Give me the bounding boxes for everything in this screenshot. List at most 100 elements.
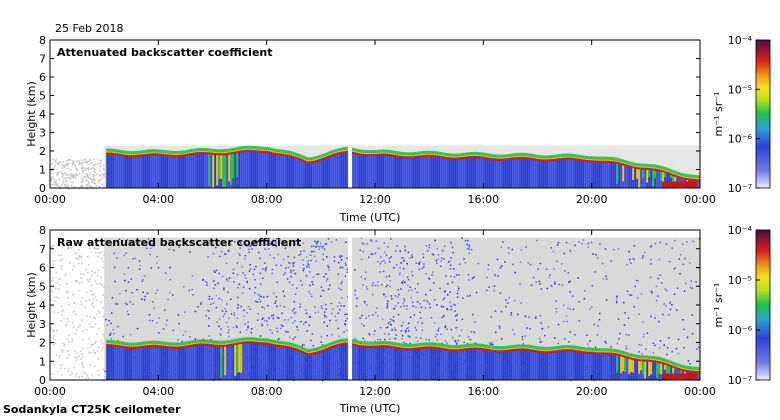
layer-column <box>510 156 513 188</box>
grey-speck <box>56 282 59 284</box>
noise-speck <box>206 284 208 286</box>
layer-red <box>630 165 633 168</box>
layer-red <box>214 153 217 156</box>
noise-speck <box>312 276 315 278</box>
grey-speck <box>94 168 96 171</box>
noise-speck <box>339 266 341 269</box>
noise-speck <box>519 283 521 285</box>
grey-speck <box>85 300 87 302</box>
layer-column <box>514 155 517 188</box>
layer-red <box>486 157 489 160</box>
noise-speck <box>332 308 334 310</box>
layer-red <box>284 345 287 348</box>
layer-column <box>462 346 465 380</box>
grey-speck <box>71 160 74 162</box>
layer-red <box>306 352 309 356</box>
grey-speck <box>62 175 64 177</box>
noise-speck <box>228 277 231 279</box>
noise-speck <box>290 269 292 271</box>
noise-speck <box>599 312 601 315</box>
layer-red <box>130 155 133 158</box>
noise-speck <box>124 279 126 282</box>
layer-column <box>304 350 307 380</box>
grey-speck <box>66 318 68 320</box>
layer-column <box>426 153 429 188</box>
noise-speck <box>368 315 370 317</box>
layer-red <box>206 343 209 346</box>
noise-speck <box>449 291 451 293</box>
noise-speck <box>257 313 259 315</box>
layer-column <box>524 155 527 188</box>
layer-column <box>346 340 349 380</box>
layer-red <box>172 155 175 158</box>
layer-column <box>244 339 247 380</box>
layer-column <box>464 346 467 380</box>
noise-speck <box>674 239 676 242</box>
layer-red <box>506 349 509 353</box>
noise-speck <box>627 317 630 319</box>
layer-red <box>548 159 551 162</box>
noise-speck <box>361 323 363 325</box>
noise-speck <box>312 344 315 347</box>
layer-column <box>284 152 287 188</box>
precip-streak <box>234 345 237 377</box>
x-tick-label: 08:00 <box>251 385 283 398</box>
noise-speck <box>288 262 290 264</box>
noise-speck <box>407 335 409 337</box>
grey-speck <box>74 356 76 358</box>
layer-column <box>496 348 499 380</box>
grey-speck <box>73 162 76 164</box>
layer-red <box>262 150 265 153</box>
layer-red <box>480 347 483 351</box>
layer-red <box>408 348 411 351</box>
layer-red <box>188 153 191 156</box>
noise-speck <box>511 248 514 251</box>
noise-speck <box>259 335 262 337</box>
noise-speck <box>292 322 294 324</box>
layer-column <box>210 151 213 188</box>
noise-speck <box>405 342 407 345</box>
layer-red <box>692 178 695 181</box>
layer-column <box>342 149 345 188</box>
layer-red <box>382 153 385 156</box>
layer-column <box>108 150 111 188</box>
layer-column <box>522 346 525 380</box>
grey-speck <box>54 160 57 162</box>
noise-speck <box>450 241 452 244</box>
noise-speck <box>169 278 171 281</box>
x-tick-label: 04:00 <box>142 385 174 398</box>
noise-speck <box>112 328 114 331</box>
precip-streak <box>236 153 239 177</box>
noise-speck <box>554 337 556 339</box>
layer-column <box>614 351 617 380</box>
layer-red <box>446 157 449 160</box>
layer-column <box>548 157 551 188</box>
layer-red <box>386 345 389 348</box>
noise-speck <box>692 240 694 243</box>
layer-red <box>312 352 315 355</box>
layer-red <box>376 153 379 157</box>
noise-speck <box>245 245 248 247</box>
layer-column <box>194 342 197 380</box>
noise-speck <box>208 335 210 337</box>
grey-speck <box>81 363 84 366</box>
layer-column <box>570 156 573 188</box>
noise-speck <box>339 256 342 259</box>
noise-speck <box>641 353 644 355</box>
noise-speck <box>538 337 541 340</box>
colorbar-tick-label: 10⁻⁵ <box>728 274 752 287</box>
noise-speck <box>540 288 543 290</box>
layer-red <box>300 350 303 353</box>
noise-speck <box>568 281 570 283</box>
layer-column <box>626 163 629 188</box>
layer-column <box>256 148 259 188</box>
layer-red <box>458 157 461 160</box>
noise-speck <box>390 256 392 258</box>
layer-column <box>326 346 329 380</box>
grey-speck <box>75 167 78 170</box>
noise-speck <box>442 298 445 301</box>
backscatter-field <box>50 237 701 382</box>
grey-speck <box>72 326 75 329</box>
grey-speck <box>58 354 61 357</box>
layer-column <box>670 171 673 188</box>
